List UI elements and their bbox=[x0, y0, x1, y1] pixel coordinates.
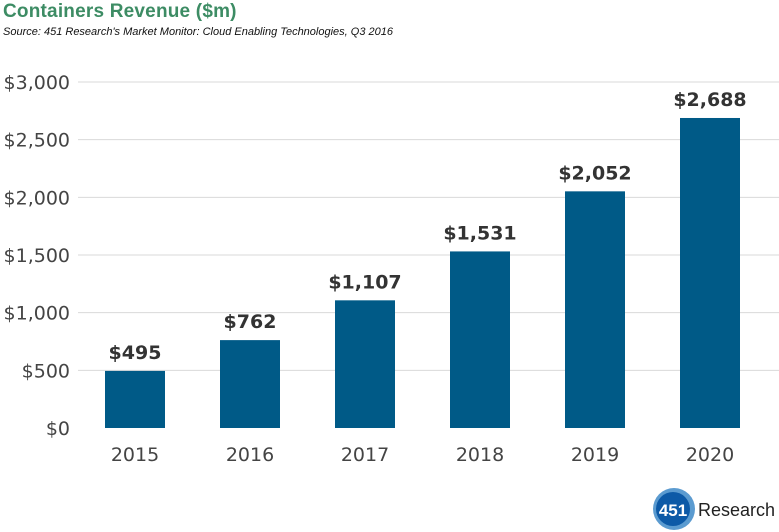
chart-title: Containers Revenue ($m) bbox=[3, 1, 237, 22]
bar bbox=[105, 370, 165, 428]
x-tick-label: 2020 bbox=[686, 444, 734, 466]
data-label: $495 bbox=[109, 342, 162, 364]
svg-text:451: 451 bbox=[659, 501, 687, 520]
x-tick-label: 2017 bbox=[341, 444, 389, 466]
data-label: $1,531 bbox=[443, 222, 516, 244]
x-tick-label: 2016 bbox=[226, 444, 274, 466]
y-tick-label: $0 bbox=[46, 418, 70, 440]
451-research-logo: 451 Research bbox=[653, 488, 775, 530]
y-tick-label: $2,000 bbox=[4, 187, 70, 209]
data-label: $762 bbox=[224, 311, 277, 333]
y-tick-label: $1,000 bbox=[4, 303, 70, 325]
chart-subtitle: Source: 451 Research's Market Monitor: C… bbox=[3, 26, 393, 38]
data-label: $1,107 bbox=[328, 271, 401, 293]
y-tick-label: $1,500 bbox=[4, 245, 70, 267]
y-tick-label: $2,500 bbox=[4, 130, 70, 152]
bar bbox=[450, 251, 510, 428]
bar bbox=[565, 191, 625, 428]
x-tick-label: 2019 bbox=[571, 444, 619, 466]
bar bbox=[335, 300, 395, 428]
y-tick-label: $500 bbox=[22, 360, 70, 382]
y-tick-label: $3,000 bbox=[4, 72, 70, 94]
svg-text:Research: Research bbox=[698, 500, 775, 520]
x-tick-label: 2015 bbox=[111, 444, 159, 466]
x-tick-label: 2018 bbox=[456, 444, 504, 466]
data-label: $2,052 bbox=[558, 162, 631, 184]
data-label: $2,688 bbox=[673, 89, 746, 111]
bar bbox=[680, 117, 740, 428]
bar bbox=[220, 340, 280, 428]
